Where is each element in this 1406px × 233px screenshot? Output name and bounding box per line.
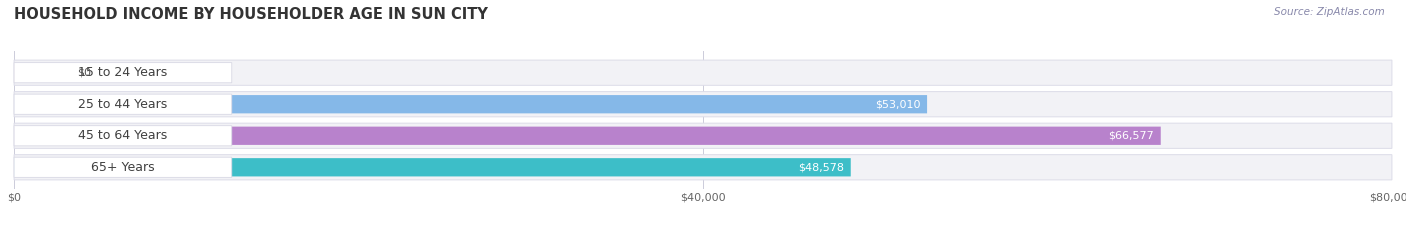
Text: $53,010: $53,010	[875, 99, 920, 109]
Text: 15 to 24 Years: 15 to 24 Years	[79, 66, 167, 79]
Text: $0: $0	[77, 68, 91, 78]
FancyBboxPatch shape	[14, 64, 62, 82]
Text: $66,577: $66,577	[1108, 131, 1154, 141]
Text: $48,578: $48,578	[797, 162, 844, 172]
FancyBboxPatch shape	[14, 155, 1392, 180]
FancyBboxPatch shape	[14, 95, 927, 113]
FancyBboxPatch shape	[14, 123, 1392, 148]
FancyBboxPatch shape	[14, 157, 232, 177]
Text: 65+ Years: 65+ Years	[91, 161, 155, 174]
Text: 25 to 44 Years: 25 to 44 Years	[79, 98, 167, 111]
FancyBboxPatch shape	[14, 63, 232, 83]
FancyBboxPatch shape	[14, 92, 1392, 117]
FancyBboxPatch shape	[14, 126, 232, 146]
Text: 45 to 64 Years: 45 to 64 Years	[79, 129, 167, 142]
FancyBboxPatch shape	[14, 94, 232, 114]
Text: HOUSEHOLD INCOME BY HOUSEHOLDER AGE IN SUN CITY: HOUSEHOLD INCOME BY HOUSEHOLDER AGE IN S…	[14, 7, 488, 22]
FancyBboxPatch shape	[14, 127, 1161, 145]
FancyBboxPatch shape	[14, 158, 851, 176]
Text: Source: ZipAtlas.com: Source: ZipAtlas.com	[1274, 7, 1385, 17]
FancyBboxPatch shape	[14, 60, 1392, 85]
